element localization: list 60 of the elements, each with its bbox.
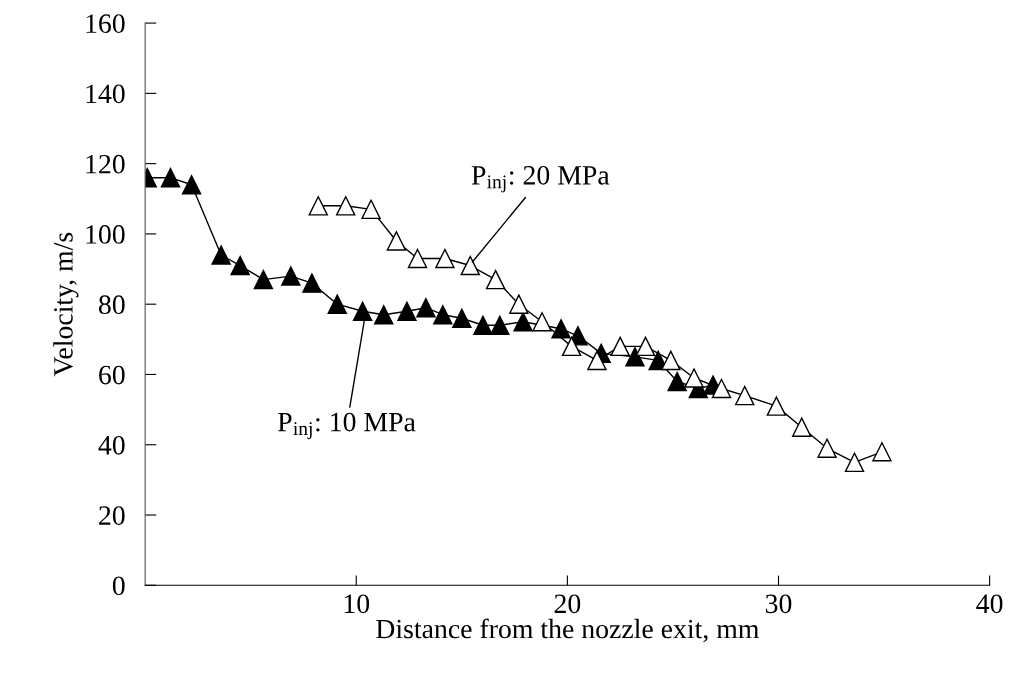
point: [435, 248, 455, 269]
y-tick-label: 120: [86, 154, 125, 174]
point: [335, 196, 356, 216]
point: [844, 452, 865, 473]
point: [452, 308, 472, 328]
point: [667, 371, 687, 392]
point: [386, 231, 407, 251]
point: [302, 273, 322, 293]
y-tick-label: 80: [98, 295, 125, 315]
point: [373, 305, 394, 325]
y-tick-label: 20: [99, 506, 125, 525]
y-tick-label: 160: [86, 14, 125, 33]
point: [361, 199, 381, 220]
y-tick-label: 0: [112, 576, 125, 596]
x-tick-label: 20: [554, 594, 581, 614]
point: [281, 266, 301, 286]
point: [308, 196, 328, 216]
x-tick-label: 10: [344, 594, 370, 614]
point: [397, 301, 417, 321]
point: [460, 255, 480, 276]
point: [407, 248, 428, 269]
point: [735, 385, 755, 406]
y-tick-label: 100: [86, 225, 125, 244]
x-tick-label: 30: [765, 594, 792, 614]
annotation: P$_{inj}$: 10 MPa: [278, 412, 416, 440]
point: [587, 350, 607, 371]
point: [817, 438, 837, 458]
point: [230, 255, 250, 276]
point: [490, 315, 510, 335]
point: [561, 336, 582, 357]
point: [711, 378, 732, 399]
point: [625, 347, 645, 367]
point: [661, 350, 681, 371]
annotation: P$_{inj}$: 20 MPa: [471, 165, 610, 193]
point: [872, 442, 892, 462]
point: [327, 294, 347, 314]
point: [635, 336, 656, 357]
point: [532, 312, 552, 332]
point: [485, 269, 506, 290]
y-tick-label: 140: [86, 84, 125, 104]
point: [211, 245, 231, 265]
point: [253, 269, 274, 290]
point: [684, 368, 704, 388]
y-tick-label: 60: [99, 365, 125, 385]
point: [792, 417, 812, 437]
x-tick-label: 40: [976, 594, 1003, 614]
point: [551, 319, 571, 339]
point: [473, 315, 493, 335]
point: [160, 167, 181, 188]
point: [416, 297, 436, 318]
x-axis-title: Distance from the nozzle exit, mm: [376, 618, 760, 643]
point: [610, 336, 630, 357]
y-axis-title: Velocity, m/s: [53, 232, 79, 377]
point: [181, 174, 202, 195]
point: [513, 312, 533, 332]
point: [352, 301, 373, 321]
y-tick-label: 40: [98, 435, 125, 455]
point: [433, 305, 453, 325]
point: [509, 294, 529, 314]
point: [766, 396, 787, 416]
